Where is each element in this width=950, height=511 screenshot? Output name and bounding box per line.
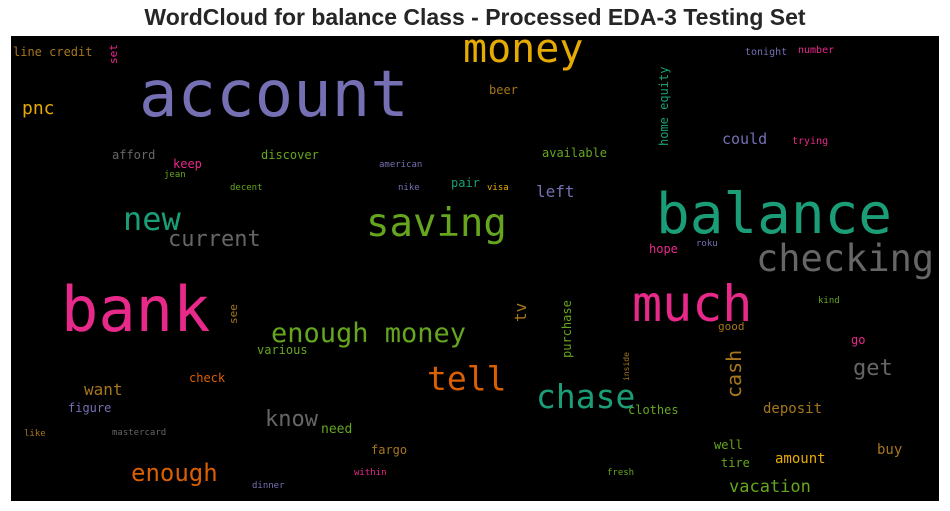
word-inside: inside [622,352,631,381]
word-fargo: fargo [371,443,408,457]
word-left: left [536,182,575,201]
word-cash: cash [722,349,746,398]
word-checking: checking [756,237,935,280]
chart-title: WordCloud for balance Class - Processed … [144,4,806,30]
word-want: want [84,380,123,399]
word-enough-money: enough money [271,318,467,349]
word-visa: visa [487,183,509,193]
word-purchase: purchase [560,300,574,358]
word-available: available [542,146,608,160]
word-roku: roku [696,239,718,249]
word-various: various [257,343,308,357]
word-trying: trying [792,136,829,147]
word-saving: saving [366,201,507,246]
word-account: account [139,58,409,132]
word-mastercard: mastercard [112,428,167,438]
word-get: get [853,356,893,381]
word-number: number [798,45,835,56]
word-beer: beer [489,83,518,97]
word-tell: tell [427,359,507,398]
word-amount: amount [775,451,826,467]
word-hope: hope [649,242,678,256]
word-well: well [714,438,743,452]
word-decent: decent [230,183,263,193]
word-see: see [227,304,240,324]
word-afford: afford [112,148,156,162]
word-fresh: fresh [607,468,635,478]
word-current: current [168,227,261,252]
word-set: set [107,44,120,64]
word-enough: enough [131,459,218,487]
word-balance: balance [656,182,893,247]
word-go: go [851,333,866,347]
word-deposit: deposit [763,401,823,417]
word-line-credit: line credit [13,45,93,59]
word-pnc: pnc [22,98,55,119]
word-keep: keep [173,157,202,171]
word-cloud: account money balance bank much checking… [11,36,939,501]
word-dinner: dinner [252,481,285,491]
word-american: american [379,160,423,170]
word-tire: tire [721,456,750,470]
word-need: need [321,422,353,437]
word-money: money [463,36,584,72]
word-home-equity: home equity [657,66,671,146]
word-could: could [722,130,768,148]
word-pair: pair [451,176,480,190]
word-tonight: tonight [745,47,788,58]
word-know: know [265,407,318,432]
word-figure: figure [68,401,112,415]
word-bank: bank [61,273,211,346]
word-buy: buy [877,442,903,458]
word-jean: jean [164,170,186,180]
word-new: new [123,200,181,238]
word-within: within [354,468,387,478]
word-like: like [24,429,46,439]
word-much: much [632,275,753,333]
word-clothes: clothes [628,403,679,417]
word-kind: kind [818,296,840,306]
word-chase: chase [536,377,636,416]
word-tv: tv [511,302,530,322]
word-nike: nike [398,183,420,193]
word-good: good [718,320,745,333]
word-discover: discover [261,148,319,162]
word-vacation: vacation [729,477,811,497]
word-check: check [189,371,226,385]
